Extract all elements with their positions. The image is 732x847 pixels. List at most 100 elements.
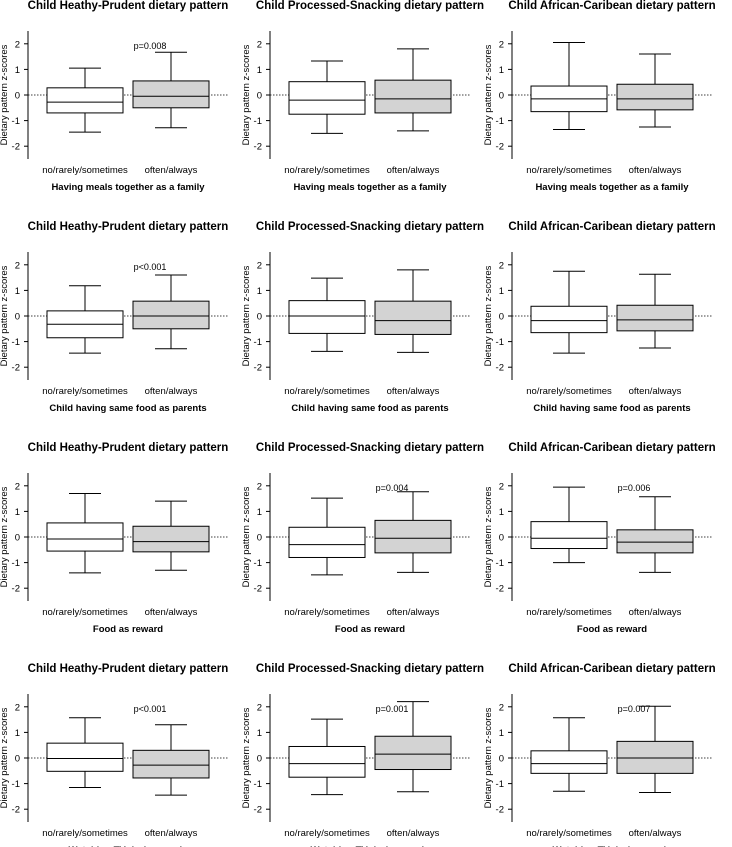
p-value: p=0.004 [376, 483, 409, 493]
category-label: no/rarely/sometimes [284, 386, 370, 397]
y-tick-label: -1 [254, 116, 262, 127]
y-tick-label: -1 [254, 337, 262, 348]
y-tick-label: 0 [15, 754, 20, 765]
p-value: p=0.001 [376, 704, 409, 714]
y-tick-label: 1 [15, 286, 20, 297]
y-axis-label: Dietary pattern z-scores [483, 707, 494, 808]
y-tick-label: 1 [257, 728, 262, 739]
x-axis-label: Having meals together as a family [535, 182, 689, 193]
y-tick-label: -2 [254, 805, 262, 816]
y-tick-label: 1 [257, 507, 262, 518]
y-tick-label: 1 [15, 728, 20, 739]
y-tick-label: 1 [499, 728, 504, 739]
y-tick-label: 0 [257, 312, 262, 323]
y-tick-label: -2 [12, 584, 20, 595]
y-tick-label: 2 [257, 260, 262, 271]
y-tick-label: 2 [499, 481, 504, 492]
y-tick-label: 0 [257, 533, 262, 544]
box-often-always [132, 724, 210, 796]
category-label: no/rarely/sometimes [284, 165, 370, 176]
chart-panel-2: Child Processed-Snacking dietary pattern… [241, 0, 484, 193]
y-tick-label: 2 [257, 702, 262, 713]
chart-panel-5: Child Processed-Snacking dietary pattern… [241, 221, 484, 414]
box-often-always [616, 496, 694, 573]
x-axis-label: Watching TV during meals [311, 845, 430, 847]
category-label: no/rarely/sometimes [42, 828, 128, 839]
y-tick-label: -2 [12, 805, 20, 816]
box-no-rarely-sometimes [46, 67, 124, 133]
box-no-rarely-sometimes [530, 717, 608, 792]
y-axis-label: Dietary pattern z-scores [241, 707, 252, 808]
box-iqr [616, 83, 694, 111]
y-tick-label: 1 [15, 507, 20, 518]
y-tick-label: -1 [496, 779, 504, 790]
category-label: often/always [629, 165, 682, 176]
chart-title: Child African-Caribean dietary pattern [508, 221, 715, 233]
y-tick-label: 2 [15, 481, 20, 492]
x-axis-label: Having meals together as a family [51, 182, 205, 193]
box-iqr [530, 521, 608, 550]
chart-panel-10: Child Heathy-Prudent dietary pattern -2 -1… [0, 663, 228, 847]
chart-panel-11: Child Processed-Snacking dietary pattern… [241, 663, 484, 847]
chart-panel-4: Child Heathy-Prudent dietary pattern -2 -1… [0, 221, 228, 414]
y-tick-label: 2 [499, 702, 504, 713]
box-iqr [288, 745, 366, 778]
box-no-rarely-sometimes [288, 497, 366, 576]
y-tick-label: 2 [15, 260, 20, 271]
y-axis-label: Dietary pattern z-scores [0, 486, 10, 587]
p-value: p=0.006 [618, 483, 651, 493]
box-often-always [616, 705, 694, 794]
x-axis-label: Child having same food as parents [291, 403, 448, 414]
y-tick-label: -2 [12, 363, 20, 374]
y-tick-label: -2 [12, 142, 20, 153]
y-axis-label: Dietary pattern z-scores [483, 486, 494, 587]
box-no-rarely-sometimes [46, 717, 124, 788]
y-axis-label: Dietary pattern z-scores [0, 44, 10, 145]
p-value: p<0.001 [134, 262, 167, 272]
y-tick-label: -2 [496, 142, 504, 153]
p-value: p=0.007 [618, 704, 651, 714]
y-tick-label: -1 [496, 116, 504, 127]
box-no-rarely-sometimes [530, 486, 608, 564]
y-tick-label: 0 [499, 533, 504, 544]
box-iqr [616, 304, 694, 332]
category-label: no/rarely/sometimes [284, 607, 370, 618]
chart-panel-8: Child Processed-Snacking dietary pattern… [241, 442, 484, 635]
box-iqr [374, 519, 452, 554]
box-often-always [616, 273, 694, 349]
y-tick-label: 2 [15, 39, 20, 50]
box-often-always [374, 48, 452, 132]
box-iqr [616, 740, 694, 774]
box-often-always [616, 53, 694, 128]
chart-title: Child Heathy-Prudent dietary pattern [28, 442, 229, 454]
x-axis-label: Food as reward [335, 624, 405, 635]
chart-title: Child African-Caribean dietary pattern [508, 442, 715, 454]
y-tick-label: -1 [496, 337, 504, 348]
category-label: often/always [145, 386, 198, 397]
category-label: no/rarely/sometimes [526, 165, 612, 176]
category-label: no/rarely/sometimes [526, 828, 612, 839]
y-tick-label: 1 [15, 65, 20, 76]
x-axis-label: Having meals together as a family [293, 182, 447, 193]
y-tick-label: 0 [499, 91, 504, 102]
category-label: often/always [387, 386, 440, 397]
box-no-rarely-sometimes [46, 285, 124, 354]
category-label: no/rarely/sometimes [42, 607, 128, 618]
y-tick-label: -1 [12, 337, 20, 348]
chart-panel-3: Child African-Caribean dietary pattern -2… [483, 0, 716, 193]
box-iqr [374, 300, 452, 335]
x-axis-label: Food as reward [93, 624, 163, 635]
category-label: no/rarely/sometimes [42, 386, 128, 397]
y-tick-label: 0 [257, 91, 262, 102]
y-tick-label: 0 [499, 312, 504, 323]
y-tick-label: -2 [254, 363, 262, 374]
category-label: often/always [387, 828, 440, 839]
y-tick-label: 0 [15, 91, 20, 102]
chart-panel-12: Child African-Caribean dietary pattern -2… [483, 663, 716, 847]
box-iqr [616, 529, 694, 554]
chart-title: Child Heathy-Prudent dietary pattern [28, 221, 229, 233]
y-tick-label: 1 [499, 286, 504, 297]
box-often-always [132, 500, 210, 571]
x-axis-label: Food as reward [577, 624, 647, 635]
